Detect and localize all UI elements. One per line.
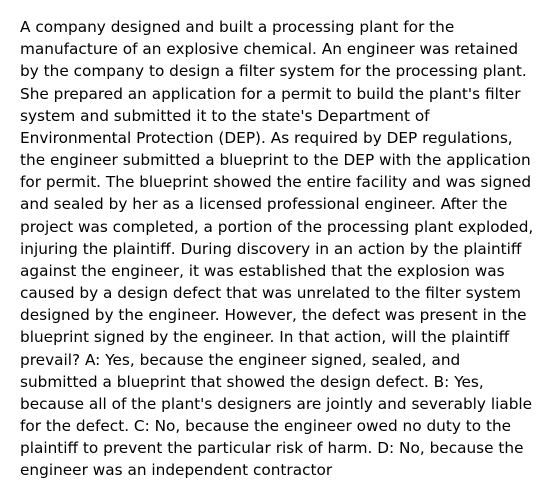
body-text: A company designed and built a processin…: [20, 18, 533, 479]
document-page: A company designed and built a processin…: [0, 0, 556, 500]
